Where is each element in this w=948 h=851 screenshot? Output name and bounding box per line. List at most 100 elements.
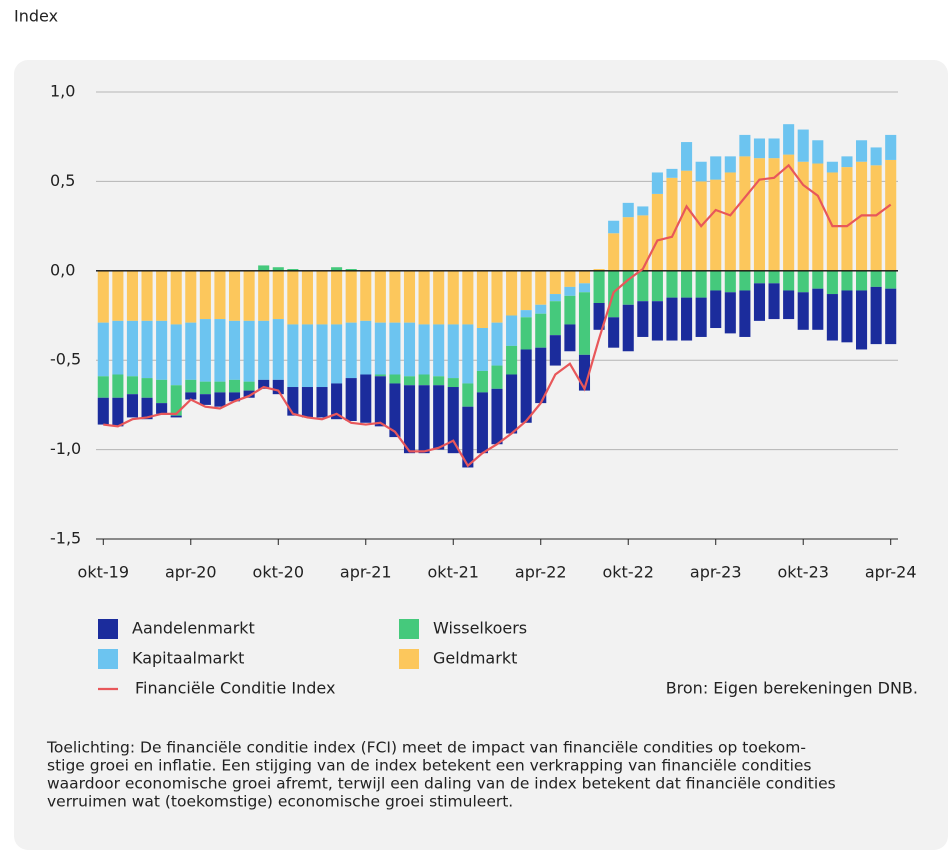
bar-segment	[622, 202, 634, 218]
bar-segment	[666, 297, 678, 341]
bar-segment	[666, 270, 678, 298]
bar-segment	[856, 290, 868, 350]
x-tick-label: apr-20	[165, 563, 217, 582]
bar-segment	[549, 301, 561, 336]
bar-segment	[783, 124, 795, 155]
legend-label: Wisselkoers	[433, 619, 527, 638]
bar-segment	[695, 270, 707, 298]
bar-segment	[753, 158, 766, 271]
x-tick-label: apr-22	[515, 563, 567, 582]
bar-segment	[374, 374, 386, 377]
bar-segment	[812, 288, 824, 330]
bar-segment	[724, 172, 736, 271]
bar-segment	[243, 270, 255, 321]
bar-segment	[520, 317, 532, 350]
bar-segment	[331, 383, 343, 420]
bar-segment	[637, 206, 649, 216]
bar-segment	[666, 168, 678, 178]
bar-segment	[447, 270, 459, 325]
bar-segment	[156, 379, 168, 404]
bar-segment	[870, 286, 882, 345]
legend-swatch	[399, 619, 419, 639]
bar-segment	[841, 290, 853, 343]
bar-segment	[506, 345, 518, 375]
bar-segment	[695, 161, 707, 182]
bar-segment	[506, 374, 518, 434]
bar-segment	[535, 270, 547, 305]
bar-segment	[476, 328, 488, 371]
bar-segment	[170, 270, 182, 325]
bar-segment	[710, 290, 722, 329]
bar-segment	[345, 378, 357, 421]
bar-segment	[797, 129, 809, 162]
bar-segment	[433, 385, 445, 450]
bar-segment	[243, 320, 255, 382]
bar-segment	[637, 301, 649, 337]
bar-segment	[447, 324, 459, 379]
bar-segment	[345, 322, 357, 379]
bar-segment	[170, 415, 182, 418]
bar-segment	[520, 349, 532, 423]
legend-label: Financiële Conditie Index	[135, 679, 335, 698]
bar-segment	[462, 270, 474, 325]
bar-segment	[403, 270, 416, 323]
bar-segment	[97, 397, 109, 425]
y-tick-label: -1,0	[50, 439, 81, 458]
legend-swatch	[98, 619, 118, 639]
bar-segment	[856, 140, 868, 162]
bar-segment	[433, 270, 445, 325]
bar-segment	[316, 387, 328, 418]
note-line: waardoor economische groei afremt, terwi…	[47, 775, 836, 793]
bar-segment	[185, 379, 197, 393]
bar-segment	[389, 383, 401, 438]
bar-segment	[491, 322, 503, 366]
bar-segment	[345, 270, 357, 323]
bar-segment	[462, 383, 474, 407]
bar-segment	[797, 292, 809, 330]
bar-segment	[491, 270, 503, 323]
y-tick-label: 1,0	[50, 82, 75, 101]
bar-segment	[389, 270, 401, 323]
x-tick-label: apr-24	[865, 563, 917, 582]
bar-segment	[447, 387, 459, 454]
bar-segment	[316, 270, 328, 325]
bar-segment	[214, 270, 226, 320]
bar-segment	[535, 313, 547, 348]
bar-segment	[360, 270, 372, 321]
bar-segment	[418, 374, 430, 386]
bar-segment	[331, 270, 343, 325]
bar-segment	[141, 320, 153, 379]
bar-segment	[593, 270, 605, 303]
bar-segment	[433, 376, 445, 386]
bar-segment	[389, 374, 401, 384]
bar-segment	[856, 270, 868, 291]
bar-segment	[535, 347, 547, 404]
x-tick-label: apr-23	[690, 563, 742, 582]
bar-segment	[287, 269, 299, 271]
bar-segment	[403, 385, 416, 454]
x-tick-label: okt-23	[777, 563, 828, 582]
bar-segment	[258, 320, 270, 380]
bar-segment	[156, 320, 168, 380]
bar-segment	[141, 378, 153, 398]
y-tick-label: -1,5	[50, 529, 81, 548]
bar-segment	[826, 172, 838, 271]
note-line: verruimen wat (toekomstige) economische …	[47, 793, 513, 811]
bar-segment	[214, 381, 226, 393]
bar-segment	[331, 324, 343, 384]
legend-label: Aandelenmarkt	[132, 619, 255, 638]
bar-segment	[331, 267, 343, 271]
bar-segment	[243, 381, 255, 391]
bar-segment	[870, 165, 882, 271]
bar-segment	[301, 387, 313, 418]
bar-segment	[535, 304, 547, 314]
bar-segment	[578, 292, 591, 355]
bar-segment	[681, 297, 693, 341]
bar-segment	[374, 376, 386, 427]
bar-segment	[622, 304, 634, 352]
bar-segment	[739, 134, 751, 157]
bar-segment	[593, 302, 605, 330]
legend-swatch	[399, 649, 419, 669]
bar-segment	[228, 392, 241, 402]
